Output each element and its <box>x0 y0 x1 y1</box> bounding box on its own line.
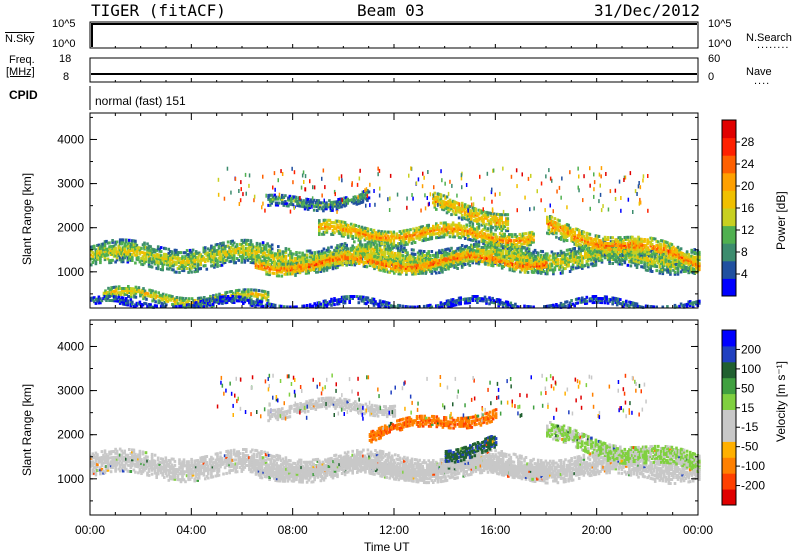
colorbar-tick-label: 28 <box>741 135 755 149</box>
x-tick-label: 00:00 <box>683 523 713 537</box>
colorbar-swatch <box>722 425 736 442</box>
colorbar-tick-label: 4 <box>741 267 748 281</box>
velocity-ylabel: Slant Range [km] <box>20 383 34 476</box>
nsky-tick-top: 10^5 <box>52 18 76 30</box>
colorbar-swatch <box>722 190 736 209</box>
nsky-label: N.Sky <box>5 33 35 45</box>
colorbar-tick-label: 15 <box>741 401 755 415</box>
colorbar-tick-label: -100 <box>741 459 765 473</box>
colorbar-swatch <box>722 225 736 244</box>
velocity-colorbar-label: Velocity [m s⁻¹] <box>774 360 788 442</box>
radar-title: TIGER (fitACF) <box>91 1 226 20</box>
colorbar-swatch <box>722 409 736 426</box>
nsearch-tick-top: 10^5 <box>708 18 732 30</box>
y-tick-label: 2000 <box>57 428 84 442</box>
freq-unit: [MHz] <box>6 66 35 78</box>
nsky-tick-bottom: 10^0 <box>52 38 76 50</box>
colorbar-swatch <box>722 473 736 490</box>
panel-frame <box>89 112 699 309</box>
colorbar-swatch <box>722 278 736 297</box>
nsearch-label: N.Search <box>746 32 792 44</box>
colorbar-tick-label: 20 <box>741 179 755 193</box>
y-tick-label: 3000 <box>57 384 84 398</box>
colorbar-swatch <box>722 260 736 279</box>
freq-tick-bottom: 8 <box>63 71 70 83</box>
colorbar-tick-label: -200 <box>741 479 765 493</box>
nsearch-tick-bottom: 10^0 <box>708 38 732 50</box>
x-tick-label: 04:00 <box>176 523 206 537</box>
y-tick-label: 2000 <box>57 221 84 235</box>
nsearch-dots: ........ <box>757 39 790 51</box>
colorbar-swatch <box>722 377 736 395</box>
colorbar-swatch <box>722 120 736 139</box>
nave-dots: .... <box>754 75 771 87</box>
y-tick-label: 3000 <box>57 177 84 191</box>
y-tick-label: 1000 <box>57 265 84 279</box>
x-tick-label: 08:00 <box>278 523 308 537</box>
cpid-value: normal (fast) 151 <box>95 94 186 108</box>
nave-tick-top: 60 <box>708 53 721 65</box>
x-tick-label: 20:00 <box>582 523 612 537</box>
power-colorbar-label: Power [dB] <box>774 191 788 250</box>
freq-tick-top: 18 <box>59 53 72 65</box>
cpid-label: CPID <box>9 88 38 102</box>
y-tick-label: 4000 <box>57 132 84 146</box>
y-tick-label: 4000 <box>57 339 84 353</box>
beam-title: Beam 03 <box>357 1 425 20</box>
power-ylabel: Slant Range [km] <box>20 172 34 265</box>
colorbar-swatch <box>722 457 736 474</box>
colorbar-swatch <box>722 489 736 506</box>
nave-label: Nave <box>746 66 772 78</box>
power-panel: 1000 2000 3000 4000 <box>57 112 701 309</box>
colorbar-swatch <box>722 137 736 156</box>
x-tick-label: 00:00 <box>75 523 105 537</box>
colorbar-tick-label: -15 <box>741 420 759 434</box>
colorbar-tick-label: -50 <box>741 440 759 454</box>
colorbar-swatch <box>722 361 736 379</box>
colorbar-tick-label: 8 <box>741 245 748 259</box>
colorbar-swatch <box>722 208 736 227</box>
colorbar-tick-label: 200 <box>741 342 761 356</box>
colorbar-swatch <box>722 243 736 262</box>
colorbar-tick-label: 24 <box>741 157 755 171</box>
colorbar-tick-label: 100 <box>741 362 761 376</box>
colorbar-swatch <box>722 155 736 174</box>
colorbar-tick-label: 16 <box>741 201 755 215</box>
colorbar-swatch <box>722 345 736 363</box>
echo-cells <box>90 373 701 485</box>
colorbar-tick-label: 50 <box>741 381 755 395</box>
power-colorbar: 28 24 20 16 12 8 4 <box>721 119 755 297</box>
colorbar-swatch <box>722 172 736 191</box>
colorbar-swatch <box>722 393 736 410</box>
x-tick-label: 16:00 <box>480 523 510 537</box>
echo-cells <box>90 166 701 309</box>
time-axis-label: Time UT <box>364 540 410 554</box>
date-title: 31/Dec/2012 <box>594 1 700 20</box>
colorbar-tick-label: 12 <box>741 223 755 237</box>
x-tick-label: 12:00 <box>379 523 409 537</box>
velocity-colorbar: 200 100 50 15 -15 -50 -100 -200 <box>721 329 765 506</box>
y-tick-label: 1000 <box>57 472 84 486</box>
colorbar-swatch <box>722 330 736 347</box>
nave-tick-bottom: 0 <box>708 71 715 83</box>
time-axis: 00:00 04:00 08:00 12:00 16:00 20:00 00:00 <box>75 44 713 537</box>
freq-label: Freq. <box>9 54 35 66</box>
velocity-panel: 1000 2000 3000 4000 <box>57 319 701 516</box>
colorbar-swatch <box>722 441 736 458</box>
